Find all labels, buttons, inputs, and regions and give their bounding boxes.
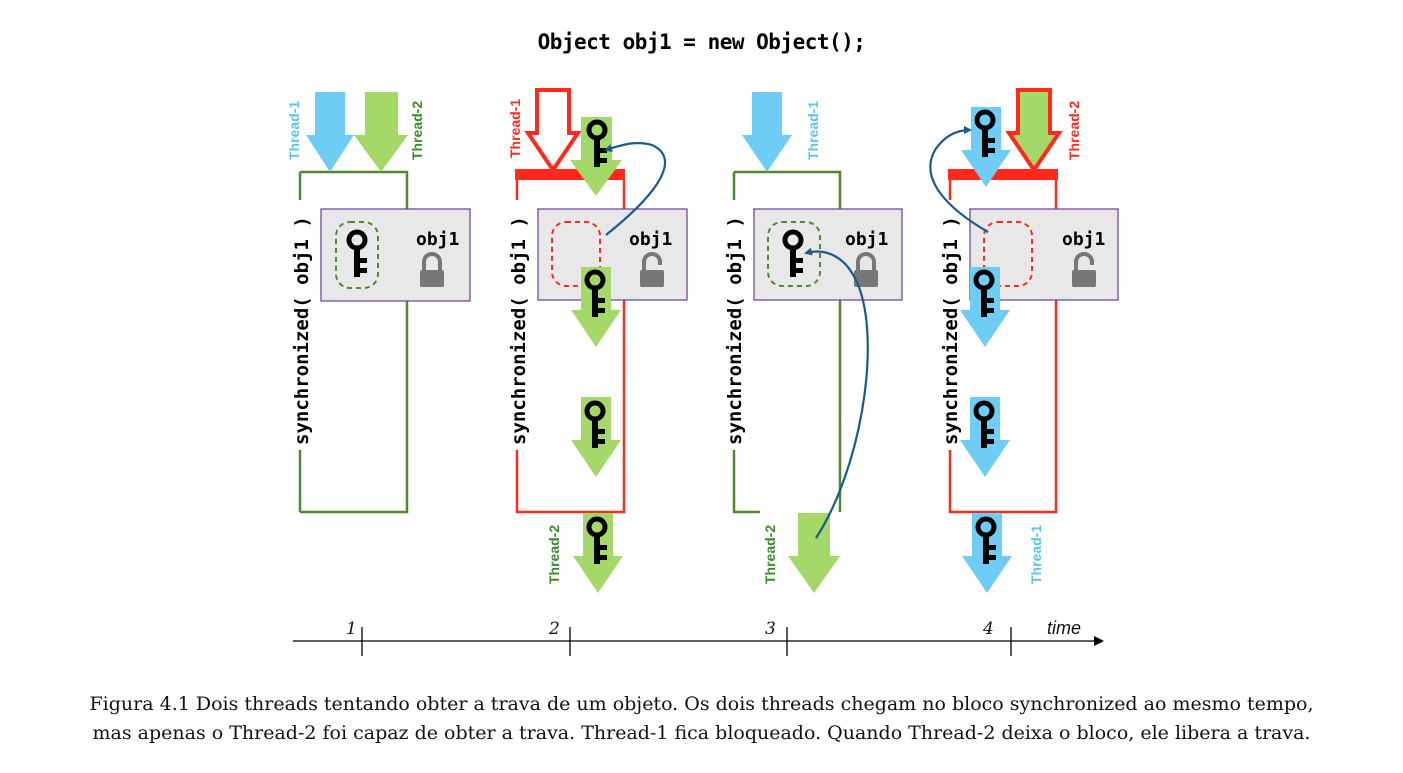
panel-4: Thread-2 synchronized( obj1 ) obj1 Threa… (929, 88, 1119, 593)
time-axis-label: time (1047, 618, 1081, 638)
arc-arrow-icon (604, 142, 666, 236)
down-arrow-icon (1005, 88, 1063, 174)
sync-label: synchronized( obj1 ) (508, 216, 530, 445)
caption-line-2: mas apenas o Thread-2 foi capaz de obter… (92, 722, 1311, 744)
thread-label: Thread-1 (1028, 525, 1044, 584)
step-label: 1 (346, 619, 357, 639)
active-bar (515, 169, 625, 180)
thread-label: Thread-2 (409, 101, 425, 160)
figure-caption: Figura 4.1 Dois threads tentando obter a… (0, 690, 1403, 748)
panel-1: Thread-1 Thread-2 synchronized( obj1 ) o… (286, 92, 471, 514)
step-label: 4 (982, 619, 994, 639)
arc-arrow-icon (929, 126, 989, 233)
down-arrow-icon (742, 92, 792, 172)
object-box (320, 208, 471, 302)
step-label: 2 (548, 619, 560, 639)
code-title: Object obj1 = new Object(); (537, 30, 866, 54)
axis-arrowhead (1094, 636, 1104, 646)
sync-block-frame (732, 170, 842, 514)
thread-label: Thread-2 (546, 525, 562, 584)
step-label: 3 (765, 619, 776, 639)
sync-block-frame (300, 170, 409, 514)
object-label: obj1 (845, 229, 888, 250)
arc-arrow-icon (804, 247, 869, 539)
down-arrow-icon (306, 92, 354, 172)
key-slot (335, 221, 379, 289)
object-label: obj1 (416, 229, 459, 250)
synchronization-diagram: Thread-1 Thread-2 synchronized( obj1 ) o… (286, 88, 1119, 656)
down-arrow-icon (354, 92, 408, 172)
object-label: obj1 (1062, 229, 1105, 250)
time-axis: 1 2 3 4 time (293, 618, 1104, 656)
sync-block-frame (948, 180, 1058, 514)
panel-3: Thread-1 synchronized( obj1 ) obj1 Threa… (724, 92, 903, 593)
key-slot (551, 221, 601, 287)
sync-block-frame (515, 180, 626, 514)
thread-label: Thread-1 (507, 99, 523, 158)
sync-label: synchronized( obj1 ) (291, 216, 313, 445)
object-label: obj1 (629, 229, 672, 250)
thread-label: Thread-2 (1066, 101, 1082, 160)
thread-label: Thread-1 (286, 101, 302, 160)
down-arrow-icon (524, 88, 582, 174)
sync-label: synchronized( obj1 ) (940, 216, 962, 445)
caption-line-1: Figura 4.1 Dois threads tentando obter a… (89, 693, 1314, 715)
thread-label: Thread-2 (762, 525, 778, 584)
active-bar (948, 169, 1058, 180)
key-slot (767, 221, 821, 287)
down-arrow-icon (788, 513, 840, 593)
sync-label: synchronized( obj1 ) (724, 216, 746, 445)
thread-label: Thread-1 (805, 101, 821, 160)
panel-2: Thread-1 synchronized( obj1 ) obj1 Threa… (507, 88, 688, 593)
key-slot (983, 221, 1033, 287)
